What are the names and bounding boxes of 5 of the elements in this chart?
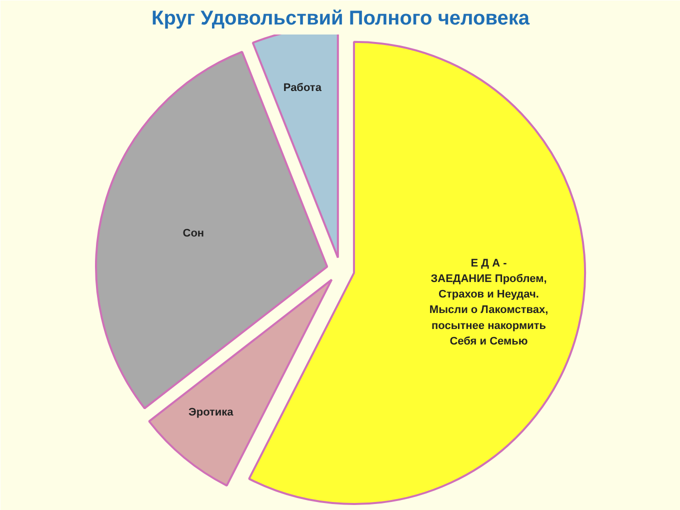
slice-label: Е Д А - ЗАЕДАНИЕ Проблем, Страхов и Неудач. Мысли о Лакомствах, посытнее накормить Себя и Семью — [429, 257, 548, 348]
slice-label: Работа — [283, 82, 322, 94]
chart-title: Круг Удовольствий Полного человека — [152, 8, 530, 30]
slice-label: Эротика — [188, 406, 234, 419]
slice-label: Сон — [182, 227, 204, 240]
